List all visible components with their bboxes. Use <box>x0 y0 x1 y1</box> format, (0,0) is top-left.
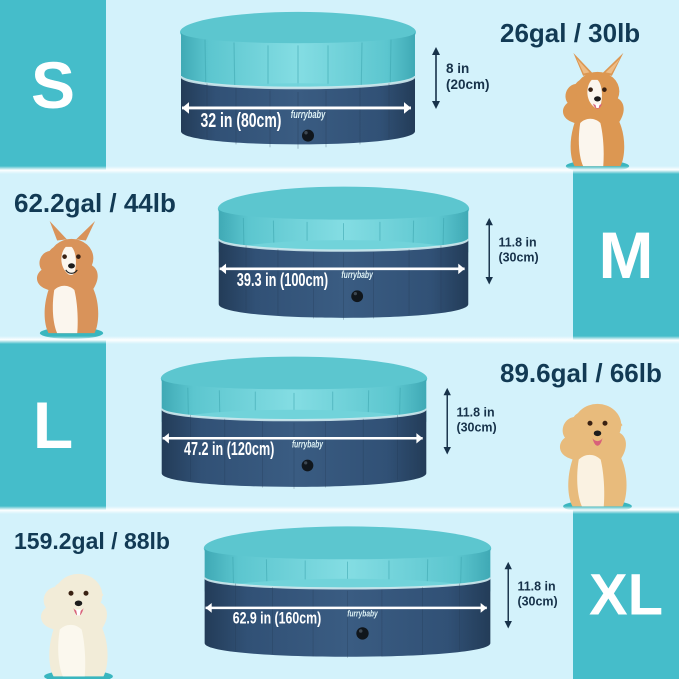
svg-text:11.8 in: 11.8 in <box>456 406 494 420</box>
svg-text:32 in (80cm): 32 in (80cm) <box>201 108 282 131</box>
svg-text:(20cm): (20cm) <box>446 77 490 92</box>
svg-text:furrybaby: furrybaby <box>347 608 378 618</box>
svg-text:(30cm): (30cm) <box>517 594 557 608</box>
svg-text:11.8 in: 11.8 in <box>517 580 555 594</box>
svg-text:furrybaby: furrybaby <box>341 269 374 281</box>
svg-text:furrybaby: furrybaby <box>291 109 326 121</box>
svg-text:(30cm): (30cm) <box>456 420 496 434</box>
svg-text:11.8 in: 11.8 in <box>498 236 536 250</box>
svg-text:furrybaby: furrybaby <box>292 438 323 450</box>
svg-text:62.9 in (160cm): 62.9 in (160cm) <box>233 610 322 628</box>
svg-text:47.2 in (120cm): 47.2 in (120cm) <box>184 440 274 460</box>
svg-text:8 in: 8 in <box>446 61 469 76</box>
svg-text:(30cm): (30cm) <box>498 250 538 264</box>
svg-text:39.3 in (100cm): 39.3 in (100cm) <box>237 271 328 291</box>
